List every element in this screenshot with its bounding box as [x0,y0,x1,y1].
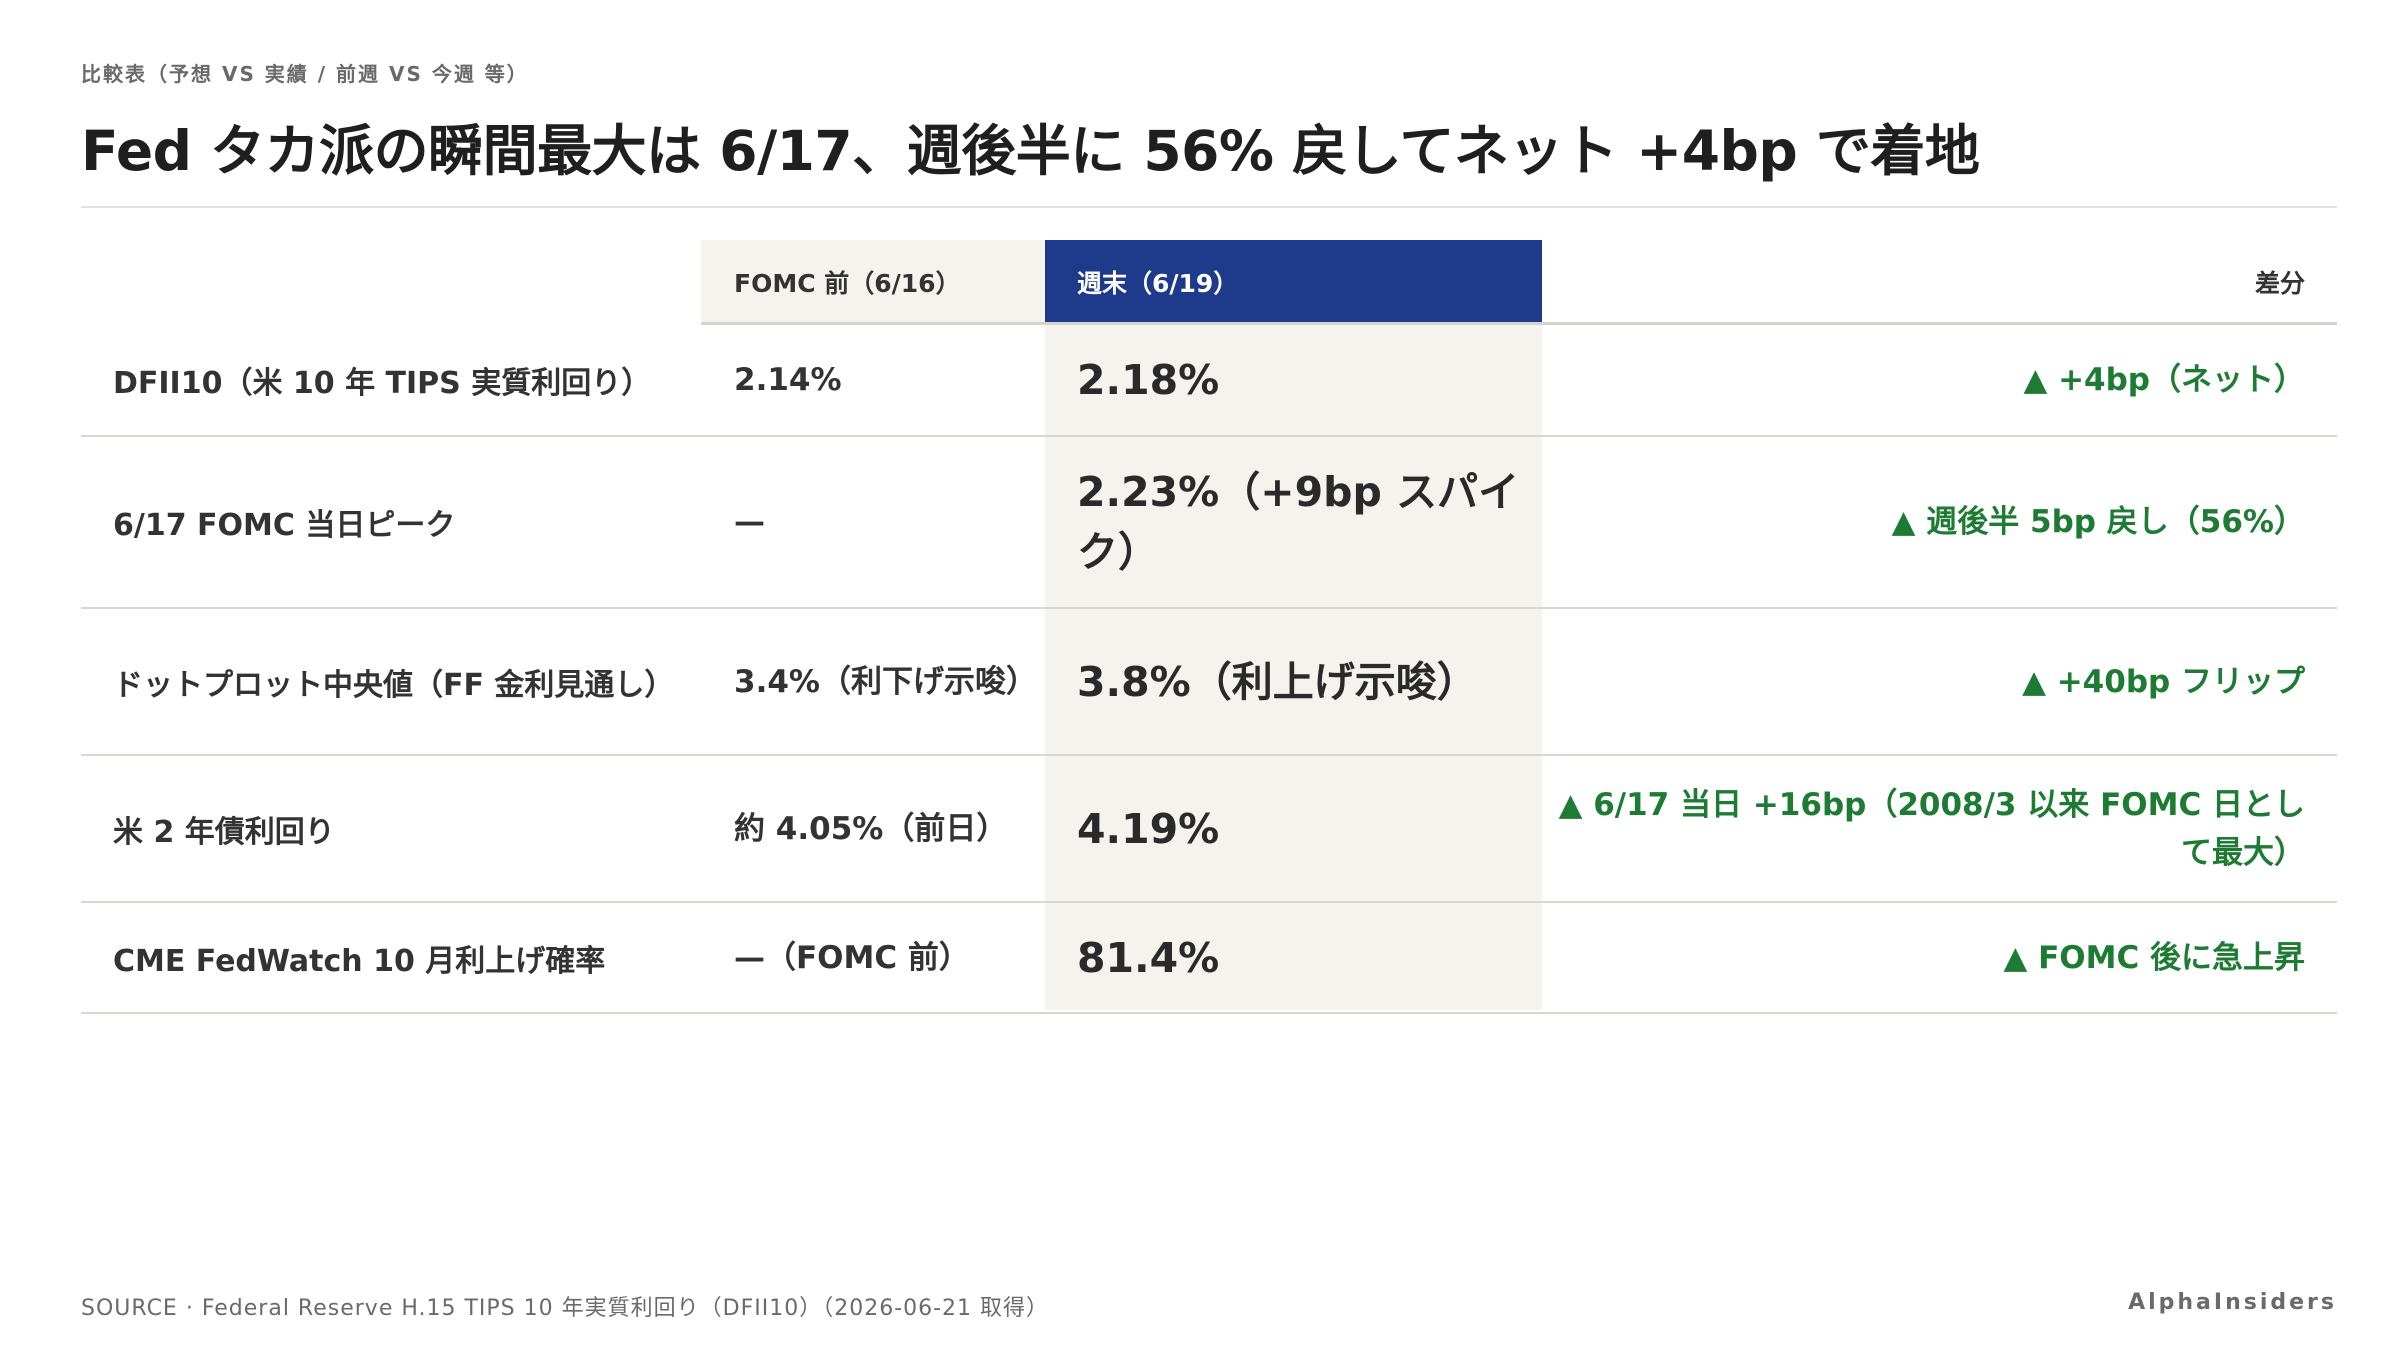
row-label: 米 2 年債利回り [113,814,335,850]
row-diff-value: ▲ +40bp フリップ [2022,663,2305,700]
row-label: CME FedWatch 10 月利上げ確率 [113,943,606,979]
row-label: DFII10（米 10 年 TIPS 実質利回り） [113,366,652,401]
current-column-highlight [1045,240,1542,1010]
row-prev-value: 約 4.05%（前日） [734,810,1008,847]
row-label: ドットプロット中央値（FF 金利見通し） [113,667,675,703]
page-title: Fed タカ派の瞬間最大は 6/17、週後半に 56% 戻してネット +4bp … [81,119,1980,183]
row-current-value: 2.18% [1077,356,1220,404]
row-current-value: 3.8%（利上げ示唆） [1077,657,1478,706]
header-prev: FOMC 前（6/16） [701,240,1045,324]
table-row: ドットプロット中央値（FF 金利見通し） 3.4%（利下げ示唆） 3.8%（利上… [81,609,2337,756]
row-prev-value: — [734,504,765,540]
row-label: 6/17 FOMC 当日ピーク [113,508,456,543]
title-divider [81,206,2337,208]
table-row: DFII10（米 10 年 TIPS 実質利回り） 2.14% 2.18% ▲ … [81,325,2337,437]
table-row: 6/17 FOMC 当日ピーク — 2.23%（+9bp スパイク） ▲ 週後半… [81,437,2337,609]
row-prev-value: —（FOMC 前） [734,939,970,976]
header-divider [701,322,2337,325]
source-note: SOURCE · Federal Reserve H.15 TIPS 10 年実… [81,1296,1050,1321]
row-current-value: 2.23%（+9bp スパイク） [1077,468,1520,576]
table-row: 米 2 年債利回り 約 4.05%（前日） 4.19% ▲ 6/17 当日 +1… [81,756,2337,903]
row-prev-value: 3.4%（利下げ示唆） [734,663,1037,700]
table-row: CME FedWatch 10 月利上げ確率 —（FOMC 前） 81.4% ▲… [81,903,2337,1014]
brand-logo: AlphaInsiders [2128,1290,2337,1315]
table-header-row: FOMC 前（6/16） 週末（6/19） 差分 [81,240,2337,325]
row-prev-value: 2.14% [734,362,842,398]
header-diff: 差分 [2254,269,2305,298]
header-current: 週末（6/19） [1045,240,1542,324]
row-current-value: 81.4% [1077,933,1220,982]
row-current-value: 4.19% [1077,804,1220,853]
row-diff-value: ▲ FOMC 後に急上昇 [2003,939,2305,976]
section-kicker: 比較表（予想 VS 実績 / 前週 VS 今週 等） [81,62,529,86]
row-diff-value: ▲ +4bp（ネット） [2023,362,2305,398]
row-diff-value: ▲ 週後半 5bp 戻し（56%） [1891,504,2305,540]
row-diff-value: ▲ 6/17 当日 +16bp（2008/3 以来 FOMC 日として最大） [1558,786,2305,871]
